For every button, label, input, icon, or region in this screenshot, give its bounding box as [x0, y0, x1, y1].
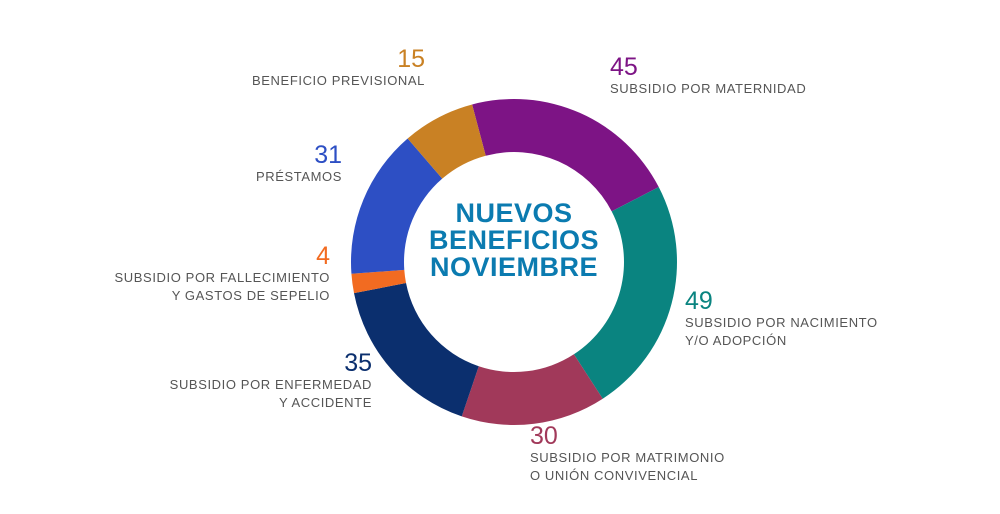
category-matrimonio-line-1: SUBSIDIO POR MATRIMONIO — [530, 450, 725, 465]
slice-matrimonio — [461, 354, 603, 425]
chart-title-line-1: NUEVOS — [455, 198, 573, 228]
category-fallecimiento-line-2: Y GASTOS DE SEPELIO — [171, 288, 330, 303]
category-prestamos: PRÉSTAMOS — [255, 169, 342, 184]
label-nacimiento: 49 SUBSIDIO POR NACIMIENTO Y/O ADOPCIÓN — [685, 288, 878, 350]
label-fallecimiento: 4 SUBSIDIO POR FALLECIMIENTO Y GASTOS DE… — [115, 243, 330, 305]
category-enfermedad-line-2: Y ACCIDENTE — [278, 395, 372, 410]
slice-fallecimiento — [351, 269, 407, 294]
category-enfermedad-line-1: SUBSIDIO POR ENFERMEDAD — [169, 377, 372, 392]
slice-previsional — [407, 104, 486, 179]
label-prestamos: 31 PRÉSTAMOS — [256, 142, 342, 186]
category-previsional: BENEFICIO PREVISIONAL — [252, 73, 425, 88]
label-previsional: 15 BENEFICIO PREVISIONAL — [252, 46, 425, 90]
value-enfermedad: 35 — [344, 349, 372, 377]
label-enfermedad: 35 SUBSIDIO POR ENFERMEDAD Y ACCIDENTE — [170, 350, 372, 412]
label-matrimonio: 30 SUBSIDIO POR MATRIMONIO O UNIÓN CONVI… — [530, 423, 725, 485]
category-nacimiento-line-2: Y/O ADOPCIÓN — [685, 333, 787, 348]
slice-nacimiento — [573, 187, 677, 399]
chart-title-line-3: NOVIEMBRE — [429, 252, 599, 282]
value-fallecimiento: 4 — [316, 242, 330, 270]
slice-enfermedad — [354, 283, 479, 417]
category-nacimiento-line-1: SUBSIDIO POR NACIMIENTO — [685, 315, 878, 330]
category-matrimonio-line-2: O UNIÓN CONVIVENCIAL — [530, 468, 699, 483]
category-maternidad: SUBSIDIO POR MATERNIDAD — [610, 81, 807, 96]
value-prestamos: 31 — [314, 141, 342, 169]
chart-title-line-2: BENEFICIOS — [428, 225, 600, 255]
category-fallecimiento-line-1: SUBSIDIO POR FALLECIMIENTO — [114, 270, 330, 285]
value-nacimiento: 49 — [685, 287, 713, 315]
slice-prestamos — [351, 138, 443, 274]
slice-maternidad — [472, 98, 659, 212]
chart-title: NUEVOS BENEFICIOS NOVIEMBRE — [414, 200, 614, 281]
value-previsional: 15 — [397, 45, 425, 73]
value-matrimonio: 30 — [530, 422, 558, 450]
label-maternidad: 45 SUBSIDIO POR MATERNIDAD — [610, 54, 806, 98]
value-maternidad: 45 — [610, 53, 638, 81]
